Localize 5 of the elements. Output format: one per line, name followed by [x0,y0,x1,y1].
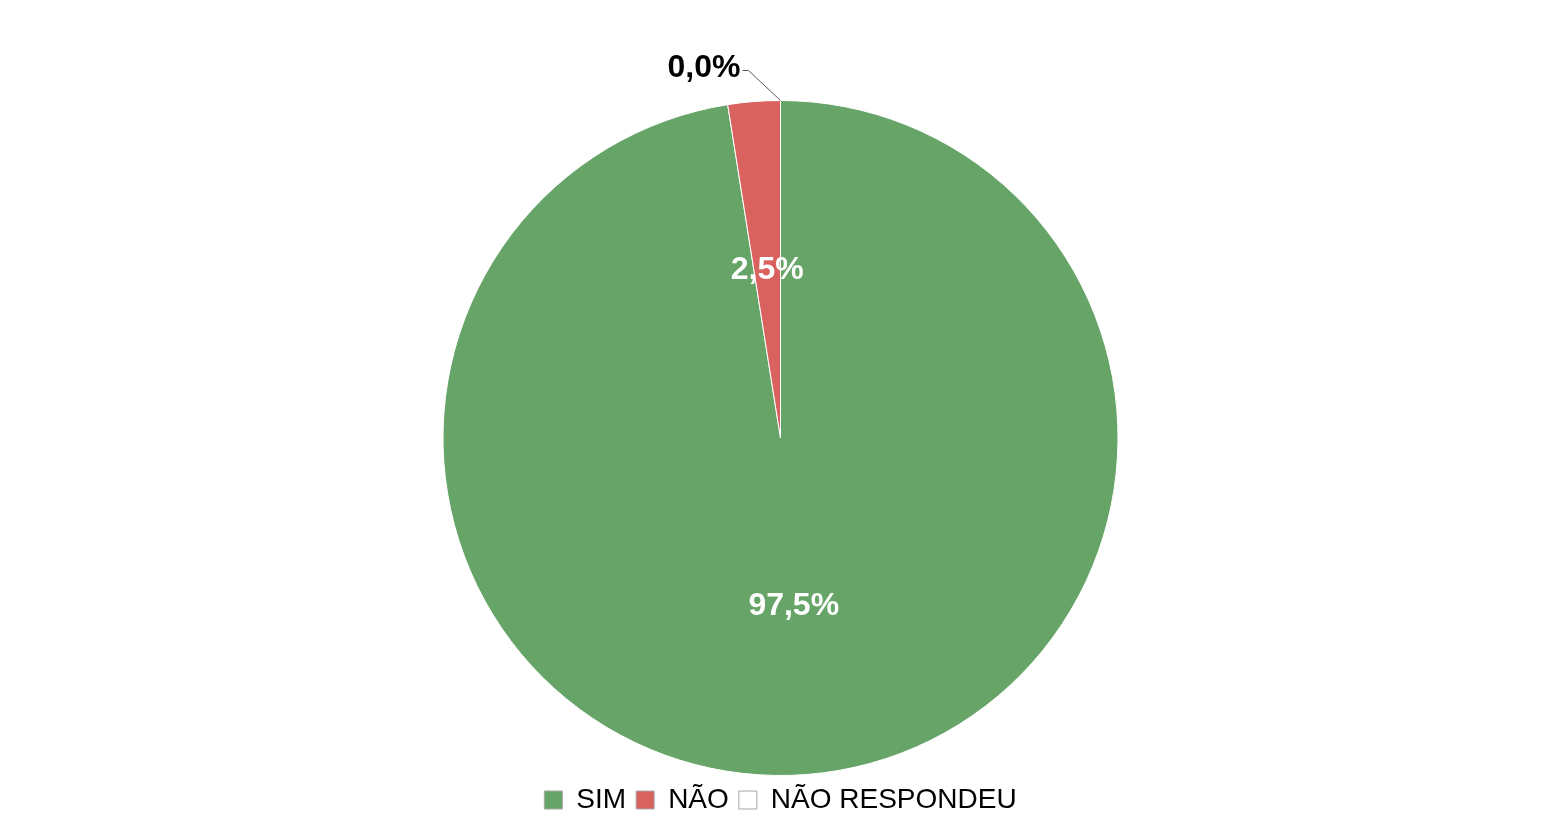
text: 0,0% [667,48,741,85]
legend-label: NÃO [668,782,729,814]
legend-label: NÃO RESPONDEU [770,782,1017,814]
legend-label: SIM [576,782,627,814]
data-label: 97,5% [748,586,840,623]
